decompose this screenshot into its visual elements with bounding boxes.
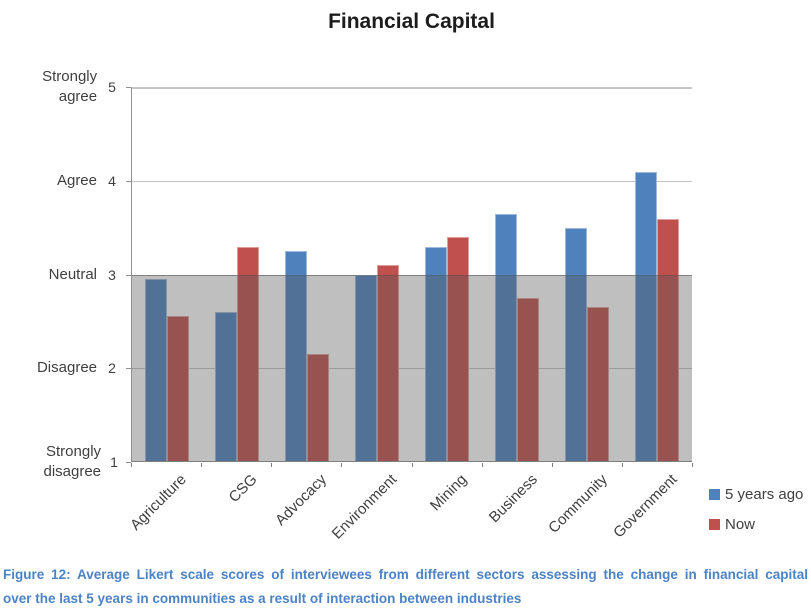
bar-business-5-years-ago xyxy=(495,213,517,461)
x-axis-label-business: Business xyxy=(485,471,541,527)
y-axis-tick-value: 3 xyxy=(108,266,116,283)
bar-community-5-years-ago xyxy=(565,227,587,461)
y-tick-mark-2 xyxy=(126,368,131,369)
bar-community-now xyxy=(587,307,609,461)
gridline-3 xyxy=(132,274,692,276)
y-axis-tick-value: 4 xyxy=(108,172,116,189)
y-tick-mark-5 xyxy=(126,87,131,88)
y-tick-mark-1 xyxy=(126,462,131,463)
bar-group-advocacy xyxy=(272,88,342,461)
bar-group-mining xyxy=(412,88,482,461)
bar-group-business xyxy=(482,88,552,461)
bar-group-agriculture xyxy=(132,88,202,461)
x-tick-mark-2 xyxy=(271,463,272,467)
legend: 5 years ago Now xyxy=(709,486,803,546)
y-axis-label-1: Strongly disagree 1 xyxy=(0,442,127,483)
x-axis-label-environment: Environment xyxy=(328,471,401,543)
x-tick-mark-8 xyxy=(692,463,693,467)
x-tick-mark-3 xyxy=(341,463,342,467)
x-axis-label-government: Government xyxy=(610,471,681,542)
bar-group-environment xyxy=(342,88,412,461)
neutral-shaded-band xyxy=(132,274,692,461)
legend-item-5-years-ago: 5 years ago xyxy=(709,486,803,503)
x-tick-mark-7 xyxy=(622,463,623,467)
legend-item-now: Now xyxy=(709,516,803,533)
gridline-2 xyxy=(132,367,692,369)
bar-group-government xyxy=(622,88,692,461)
x-axis-label-advocacy: Advocacy xyxy=(272,471,331,530)
y-axis-label-text: Neutral xyxy=(48,265,97,283)
y-tick-mark-4 xyxy=(126,181,131,182)
bar-group-community xyxy=(552,88,622,461)
bar-advocacy-now xyxy=(307,353,329,461)
y-axis-label-3: Neutral 3 xyxy=(0,264,127,284)
bar-advocacy-5-years-ago xyxy=(285,251,307,461)
x-tick-mark-1 xyxy=(201,463,202,467)
bar-business-now xyxy=(517,297,539,461)
bar-environment-now xyxy=(377,265,399,461)
bar-agriculture-now xyxy=(167,316,189,461)
x-axis-label-community: Community xyxy=(545,471,611,537)
y-axis-tick-value: 1 xyxy=(110,454,118,470)
y-axis-label-4: Agree 4 xyxy=(0,171,127,191)
bar-csg-now xyxy=(237,246,259,461)
chart-title: Financial Capital xyxy=(328,10,495,33)
y-axis-tick-value: 5 xyxy=(108,79,116,95)
x-axis-label-csg: CSG xyxy=(225,471,261,507)
x-tick-mark-4 xyxy=(412,463,413,467)
bar-group-csg xyxy=(202,88,272,461)
x-axis-label-agriculture: Agriculture xyxy=(127,471,191,534)
legend-swatch-icon xyxy=(709,519,720,530)
legend-label: 5 years ago xyxy=(725,486,804,503)
plot-area xyxy=(131,87,692,462)
bar-government-now xyxy=(657,218,679,461)
legend-label: Now xyxy=(725,516,756,533)
bar-csg-5-years-ago xyxy=(215,311,237,461)
y-axis-label-text: Disagree xyxy=(36,359,97,377)
bar-government-5-years-ago xyxy=(635,171,657,461)
x-tick-mark-0 xyxy=(131,463,132,467)
y-axis-tick-value: 2 xyxy=(108,360,116,377)
figure-caption: Figure 12: Average Likert scale scores o… xyxy=(3,563,808,610)
gridline-4 xyxy=(132,181,692,183)
gridline-5 xyxy=(132,88,692,89)
bars-row xyxy=(132,88,692,461)
bar-environment-5-years-ago xyxy=(355,274,377,461)
y-axis-label-text: Strongly disagree xyxy=(43,442,102,480)
y-axis-label-5: Strongly agree 5 xyxy=(0,67,127,108)
y-axis-label-2: Disagree 2 xyxy=(0,358,127,378)
x-axis-label-mining: Mining xyxy=(427,471,471,515)
x-tick-mark-6 xyxy=(552,463,553,467)
caption-line-1: Figure 12: Average Likert scale scores o… xyxy=(3,567,808,582)
y-tick-mark-3 xyxy=(126,275,131,276)
y-axis-label-text: Agree xyxy=(56,171,97,189)
caption-line-2: over the last 5 years in communities as … xyxy=(3,590,522,606)
y-axis-label-text: Strongly agree xyxy=(42,67,98,105)
bar-mining-5-years-ago xyxy=(425,246,447,461)
x-tick-mark-5 xyxy=(482,463,483,467)
bar-mining-now xyxy=(447,237,469,461)
legend-swatch-icon xyxy=(709,489,720,500)
bar-agriculture-5-years-ago xyxy=(145,279,167,461)
